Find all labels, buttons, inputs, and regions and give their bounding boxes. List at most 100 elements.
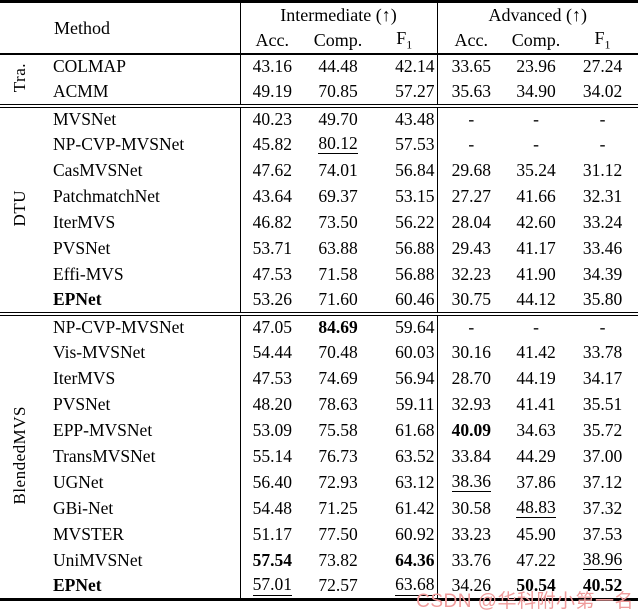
watermark: CSDN @华科附小第一名 [416, 591, 634, 612]
value-cell: 59.11 [372, 391, 438, 418]
value-cell: 47.53 [252, 367, 292, 388]
method-name: MVSTER [38, 521, 241, 548]
value-cell: - [533, 133, 539, 154]
value-cell: - [468, 133, 475, 154]
method-name: NP-CVP-MVSNet [38, 311, 241, 340]
method-name: IterMVS [38, 365, 241, 392]
advanced-comp-header: Comp. [505, 27, 568, 55]
value-cell: 43.48 [372, 103, 438, 132]
value-cell: 32.31 [582, 185, 623, 206]
value-cell: 27.27 [451, 185, 491, 206]
value-cell: 34.02 [582, 80, 623, 101]
group-label-text: DTU [9, 189, 29, 226]
table-row: IterMVS 46.82 73.50 56.22 28.04 42.60 33.24 [0, 209, 638, 236]
value-cell: 80.12 [318, 132, 358, 155]
table-row: PVSNet 48.20 78.63 59.11 32.93 41.41 35.51 [0, 391, 638, 418]
value-cell: 35.63 [451, 80, 491, 101]
value-cell: 35.72 [582, 419, 623, 440]
intermediate-acc-header: Acc. [240, 27, 304, 55]
method-name: PVSNet [38, 391, 241, 418]
value-cell: 31.12 [582, 159, 623, 180]
value-cell: 34.90 [516, 80, 556, 101]
method-name: MVSNet [38, 103, 241, 132]
value-cell: 33.65 [451, 56, 491, 77]
intermediate-f1-header: F1 [372, 27, 438, 55]
value-cell: - [599, 133, 606, 154]
value-cell: 57.27 [372, 79, 438, 106]
value-cell: - [437, 311, 506, 340]
results-table: Method Intermediate (↑) Advanced (↑) Acc… [0, 0, 638, 601]
value-cell: 47.62 [252, 159, 292, 180]
value-cell: 72.57 [318, 575, 358, 595]
group-label-text: Tra. [9, 62, 29, 92]
table-row: BlendedMVS NP-CVP-MVSNet 47.05 84.69 59.64- -… [0, 311, 638, 600]
intermediate-comp-header: Comp. [304, 27, 372, 55]
value-cell: 47.22 [516, 549, 556, 570]
group-label: BlendedMVS [0, 311, 38, 600]
value-cell: 55.14 [252, 445, 292, 466]
method-name: PVSNet [38, 235, 241, 262]
value-cell: 60.03 [372, 339, 438, 366]
table-row: DTU MVSNet 40.23 49.70 43.48- - - [0, 103, 638, 314]
value-cell: 43.16 [252, 56, 292, 77]
value-cell: 40.09 [451, 419, 491, 440]
value-cell: 33.78 [582, 341, 623, 362]
value-cell: 53.09 [252, 419, 292, 440]
value-cell: 73.50 [318, 211, 358, 232]
value-cell: 61.68 [372, 417, 438, 444]
value-cell: 29.68 [451, 159, 491, 180]
advanced-f1-header: F1 [567, 27, 638, 55]
value-cell: - [437, 103, 506, 132]
value-cell: 33.23 [451, 523, 491, 544]
value-cell: 28.04 [451, 211, 491, 232]
value-cell: 47.05 [240, 311, 304, 340]
value-cell: 73.82 [318, 549, 358, 570]
table-row: UGNet 56.40 72.93 63.12 38.36 37.86 37.12 [0, 469, 638, 496]
value-cell: 56.88 [372, 235, 438, 262]
value-cell: 50.54 [516, 575, 556, 595]
table-row: GBi-Net 54.48 71.25 61.42 30.58 48.83 37.32 [0, 495, 638, 522]
table-row: CasMVSNet 47.62 74.01 56.84 29.68 35.24 31.12 [0, 157, 638, 184]
method-name: EPNet [38, 287, 241, 314]
group-label: DTU [0, 103, 38, 314]
value-cell: 33.24 [582, 211, 623, 232]
method-name: UniMVSNet [38, 547, 241, 574]
value-cell: 41.41 [516, 393, 556, 414]
table-row: PVSNet 53.71 63.88 56.88 29.43 41.17 33.46 [0, 235, 638, 262]
value-cell: 48.20 [252, 393, 292, 414]
group-blendedmvs: BlendedMVS NP-CVP-MVSNet 47.05 84.69 59.64- -… [0, 311, 638, 600]
value-cell: 41.90 [516, 263, 556, 284]
table-row: Tra. COLMAP 43.16 44.48 42.14 33.65 23.96 27.24 [0, 53, 638, 92]
table-row: EPNet 53.26 71.60 60.46 30.75 44.12 35.80 [0, 287, 638, 314]
value-cell: 75.58 [318, 419, 358, 440]
value-cell: 56.84 [372, 157, 438, 184]
table-row: MVSTER 51.17 77.50 60.92 33.23 45.90 37.53 [0, 521, 638, 548]
value-cell: 42.14 [372, 53, 438, 80]
value-cell: 71.60 [318, 288, 358, 309]
value-cell: 49.70 [304, 103, 372, 132]
advanced-acc-header: Acc. [437, 27, 506, 55]
value-cell: 56.94 [372, 365, 438, 392]
value-cell: 69.37 [318, 185, 358, 206]
method-name: TransMVSNet [38, 443, 241, 470]
value-cell: 60.92 [372, 521, 438, 548]
value-cell: 54.44 [252, 341, 292, 362]
value-cell: 45.82 [252, 133, 292, 154]
value-cell: 46.82 [252, 211, 292, 232]
value-cell: 34.63 [516, 419, 556, 440]
value-cell: 41.42 [516, 341, 556, 362]
method-name: IterMVS [38, 209, 241, 236]
value-cell: 44.19 [516, 367, 556, 388]
method-name: UGNet [38, 469, 241, 496]
method-name: Vis-MVSNet [38, 339, 241, 366]
value-cell: 33.46 [582, 237, 623, 258]
value-cell: 53.71 [252, 237, 292, 258]
value-cell: 35.24 [516, 159, 556, 180]
value-cell: 42.60 [516, 211, 556, 232]
value-cell: 56.88 [372, 261, 438, 288]
value-cell: 49.19 [252, 80, 292, 101]
value-cell: 41.17 [516, 237, 556, 258]
value-cell: 84.69 [304, 311, 372, 340]
value-cell: 64.36 [372, 547, 438, 574]
